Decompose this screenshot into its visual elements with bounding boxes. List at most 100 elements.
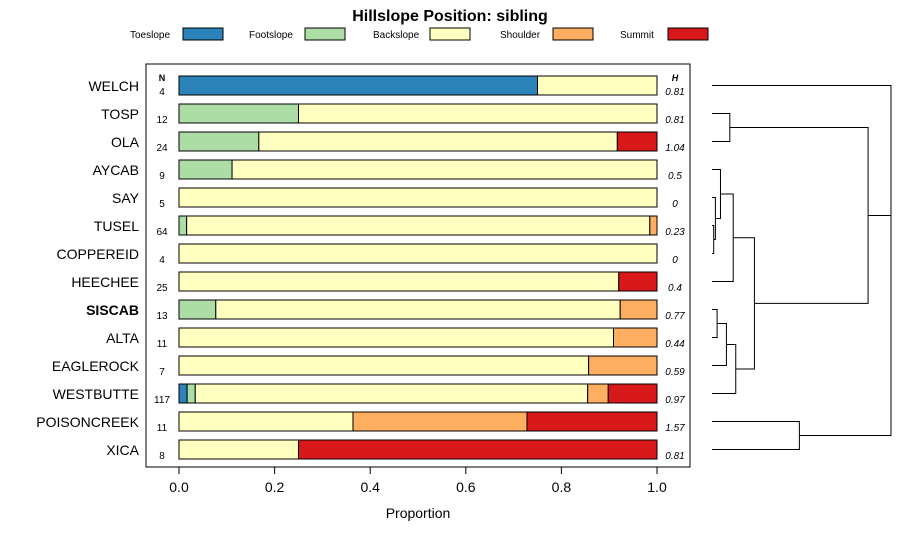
row-label-siscab: SISCAB: [86, 302, 139, 318]
row-n-xica: 8: [159, 451, 165, 462]
x-axis-label: Proportion: [386, 505, 451, 521]
row-n-coppereid: 4: [159, 255, 165, 266]
bar-welch-backslope: [537, 75, 658, 96]
row-n-alta: 11: [157, 339, 168, 350]
row-label-heechee: HEECHEE: [71, 274, 139, 290]
row-label-poisoncreek: POISONCREEK: [36, 414, 139, 430]
row-n-westbutte: 117: [154, 395, 170, 406]
row-h-coppereid: 0: [672, 255, 678, 266]
x-tick-label-5: 1.0: [647, 479, 667, 495]
bar-coppereid-backslope: [178, 243, 658, 264]
n-column-header: N: [159, 73, 166, 83]
dendrogram-link-12: [799, 150, 892, 436]
bar-siscab-backslope: [215, 299, 621, 320]
bar-westbutte-footslope: [186, 383, 196, 404]
bar-alta-backslope: [178, 327, 615, 348]
row-n-heechee: 25: [156, 283, 168, 294]
bar-alta-shoulder: [613, 327, 658, 348]
bar-tusel-shoulder: [649, 215, 658, 236]
row-n-tusel: 64: [156, 227, 168, 238]
row-label-tusel: TUSEL: [94, 218, 139, 234]
bar-row-heechee: HEECHEE 25 0.4: [71, 271, 682, 294]
row-label-coppereid: COPPEREID: [57, 246, 139, 262]
row-label-tosp: TOSP: [101, 106, 139, 122]
legend-label-toeslope: Toeslope: [130, 30, 170, 41]
bar-westbutte-backslope: [194, 383, 589, 404]
dendrogram-link-3: [712, 169, 721, 219]
x-tick-label-2: 0.4: [360, 479, 380, 495]
legend-swatch-backslope: [429, 27, 471, 41]
bar-westbutte-summit: [607, 383, 658, 404]
bar-westbutte-shoulder: [587, 383, 609, 404]
row-label-welch: WELCH: [88, 78, 139, 94]
bar-row-welch: WELCH 4 0.81: [88, 75, 685, 98]
row-h-alta: 0.44: [665, 339, 685, 350]
bar-row-coppereid: COPPEREID 4 0: [57, 243, 678, 266]
bar-row-alta: ALTA 11 0.44: [106, 327, 685, 350]
legend-label-backslope: Backslope: [373, 30, 420, 41]
bar-row-poisoncreek: POISONCREEK 11 1.57: [36, 411, 685, 434]
row-label-xica: XICA: [106, 442, 139, 458]
legend-label-summit: Summit: [620, 30, 654, 41]
bar-tosp-footslope: [178, 103, 299, 124]
row-h-eaglerock: 0.59: [665, 367, 685, 378]
bar-eaglerock-backslope: [178, 355, 590, 376]
x-tick-label-1: 0.2: [265, 479, 285, 495]
dendrogram-link-2: [712, 197, 716, 240]
bar-siscab-footslope: [178, 299, 217, 320]
row-h-tusel: 0.23: [665, 227, 685, 238]
bar-aycab-backslope: [231, 159, 658, 180]
bar-ola-backslope: [258, 131, 618, 152]
bar-heechee-summit: [618, 271, 658, 292]
bar-row-tosp: TOSP 12 0.81: [101, 103, 685, 126]
row-h-westbutte: 0.97: [665, 395, 685, 406]
bar-ola-footslope: [178, 131, 260, 152]
dendrogram-link-8: [733, 237, 755, 370]
legend: Toeslope Footslope Backslope Shoulder Summit: [130, 27, 709, 41]
chart-title: Hillslope Position: sibling: [352, 8, 548, 25]
bar-rows: WELCH 4 0.81 TOSP 12 0.81 OLA 24 1.04 AYCAB 9 0.5 SA…: [36, 75, 685, 462]
row-n-siscab: 13: [156, 311, 168, 322]
row-label-say: SAY: [112, 190, 140, 206]
dendrogram-link-10: [712, 421, 800, 450]
bar-row-eaglerock: EAGLEROCK 7 0.59: [52, 355, 685, 378]
dendrogram-link-5: [712, 309, 718, 338]
bar-xica-backslope: [178, 439, 299, 460]
row-label-westbutte: WESTBUTTE: [53, 386, 139, 402]
bar-poisoncreek-shoulder: [352, 411, 528, 432]
dendrogram-link-6: [712, 323, 727, 366]
bar-heechee-backslope: [178, 271, 620, 292]
bar-poisoncreek-summit: [526, 411, 658, 432]
bar-tusel-footslope: [178, 215, 188, 236]
row-h-siscab: 0.77: [665, 311, 685, 322]
plot-frame: [145, 63, 691, 468]
bar-eaglerock-shoulder: [588, 355, 658, 376]
bar-welch-toeslope: [178, 75, 538, 96]
legend-swatch-shoulder: [552, 27, 594, 41]
row-label-ola: OLA: [111, 134, 140, 150]
bar-row-say: SAY 5 0: [112, 187, 678, 210]
x-tick-label-0: 0.0: [169, 479, 189, 495]
bar-row-westbutte: WESTBUTTE 117 0.97: [53, 383, 685, 406]
dendrogram-link-11: [712, 85, 892, 216]
bar-row-tusel: TUSEL 64 0.23: [94, 215, 685, 238]
bar-aycab-footslope: [178, 159, 233, 180]
bar-row-aycab: AYCAB 9 0.5: [93, 159, 682, 182]
bar-row-xica: XICA 8 0.81: [106, 439, 685, 462]
row-h-xica: 0.81: [665, 451, 684, 462]
dendrogram: [712, 85, 892, 450]
row-label-aycab: AYCAB: [93, 162, 139, 178]
bar-tusel-backslope: [186, 215, 651, 236]
row-h-ola: 1.04: [665, 143, 685, 154]
dendrogram-link-7: [712, 344, 737, 394]
row-h-tosp: 0.81: [665, 115, 684, 126]
bar-say-backslope: [178, 187, 658, 208]
row-n-say: 5: [159, 199, 165, 210]
row-h-poisoncreek: 1.57: [665, 423, 685, 434]
row-h-welch: 0.81: [665, 87, 684, 98]
row-h-aycab: 0.5: [668, 171, 682, 182]
row-h-say: 0: [672, 199, 678, 210]
bar-row-siscab: SISCAB 13 0.77: [86, 299, 685, 322]
